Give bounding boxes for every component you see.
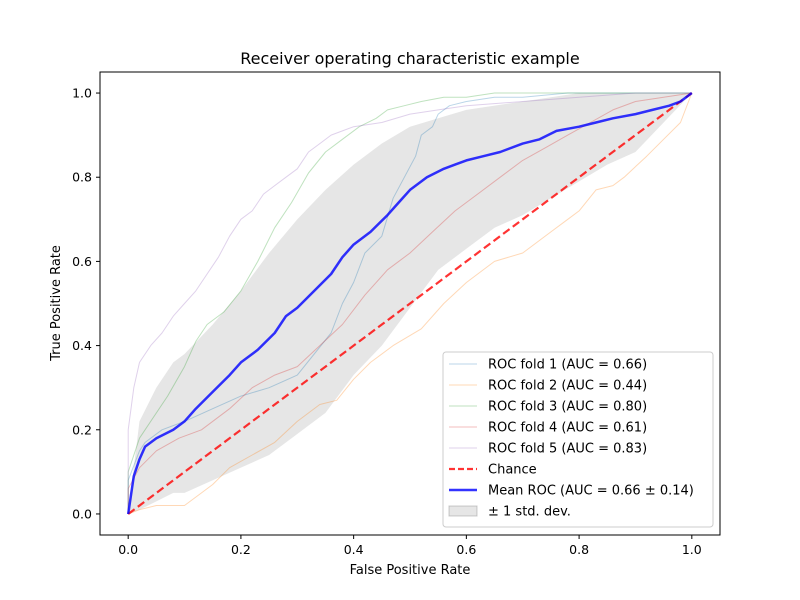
series-line-fold-2 bbox=[128, 92, 693, 515]
x-tick-label: 0.8 bbox=[569, 542, 589, 557]
legend-swatch-std-dev bbox=[448, 505, 478, 517]
x-tick-label: 0.0 bbox=[118, 542, 138, 557]
chart-title: Receiver operating characteristic exampl… bbox=[240, 49, 579, 68]
x-tick-label: 1.0 bbox=[682, 542, 702, 557]
legend-label-fold-2: ROC fold 2 (AUC = 0.44) bbox=[488, 379, 647, 394]
y-tick-label: 0.0 bbox=[72, 506, 92, 521]
x-tick-label: 0.4 bbox=[344, 542, 364, 557]
x-axis-label: False Positive Rate bbox=[350, 563, 471, 578]
legend-label-fold-5: ROC fold 5 (AUC = 0.83) bbox=[488, 442, 647, 457]
legend-frame bbox=[442, 351, 714, 528]
plot-area bbox=[126, 92, 693, 515]
x-tick-label: 0.2 bbox=[231, 542, 251, 557]
legend-label-chance: Chance bbox=[488, 463, 537, 478]
legend-label-fold-3: ROC fold 3 (AUC = 0.80) bbox=[488, 400, 647, 415]
y-tick-label: 0.8 bbox=[72, 170, 92, 185]
legend-label-fold-1: ROC fold 1 (AUC = 0.66) bbox=[488, 358, 647, 373]
x-axis: 0.0 0.2 0.4 0.6 0.8 1.0 bbox=[118, 535, 702, 557]
x-tick-label: 0.6 bbox=[456, 542, 476, 557]
axes-frame bbox=[99, 71, 721, 536]
y-axis: 0.0 0.2 0.4 0.6 0.8 1.0 bbox=[72, 86, 100, 521]
series-line-fold-5 bbox=[127, 92, 692, 514]
legend: ROC fold 1 (AUC = 0.66) ROC fold 2 (AUC =… bbox=[442, 351, 714, 528]
series-line-fold-3 bbox=[127, 92, 692, 514]
series-line-chance bbox=[127, 92, 693, 515]
y-axis-label: True Positive Rate bbox=[49, 245, 64, 362]
y-tick-label: 0.4 bbox=[72, 338, 92, 353]
y-tick-label: 0.6 bbox=[72, 254, 92, 269]
legend-label-mean: Mean ROC (AUC = 0.66 ± 0.14) bbox=[488, 484, 694, 499]
series-line-mean bbox=[126, 92, 693, 515]
legend-label-fold-4: ROC fold 4 (AUC = 0.61) bbox=[488, 421, 647, 436]
legend-label-std-dev: ± 1 std. dev. bbox=[488, 505, 571, 520]
series-line-fold-1 bbox=[127, 92, 692, 514]
y-tick-label: 0.2 bbox=[72, 422, 92, 437]
y-tick-label: 1.0 bbox=[72, 86, 92, 101]
